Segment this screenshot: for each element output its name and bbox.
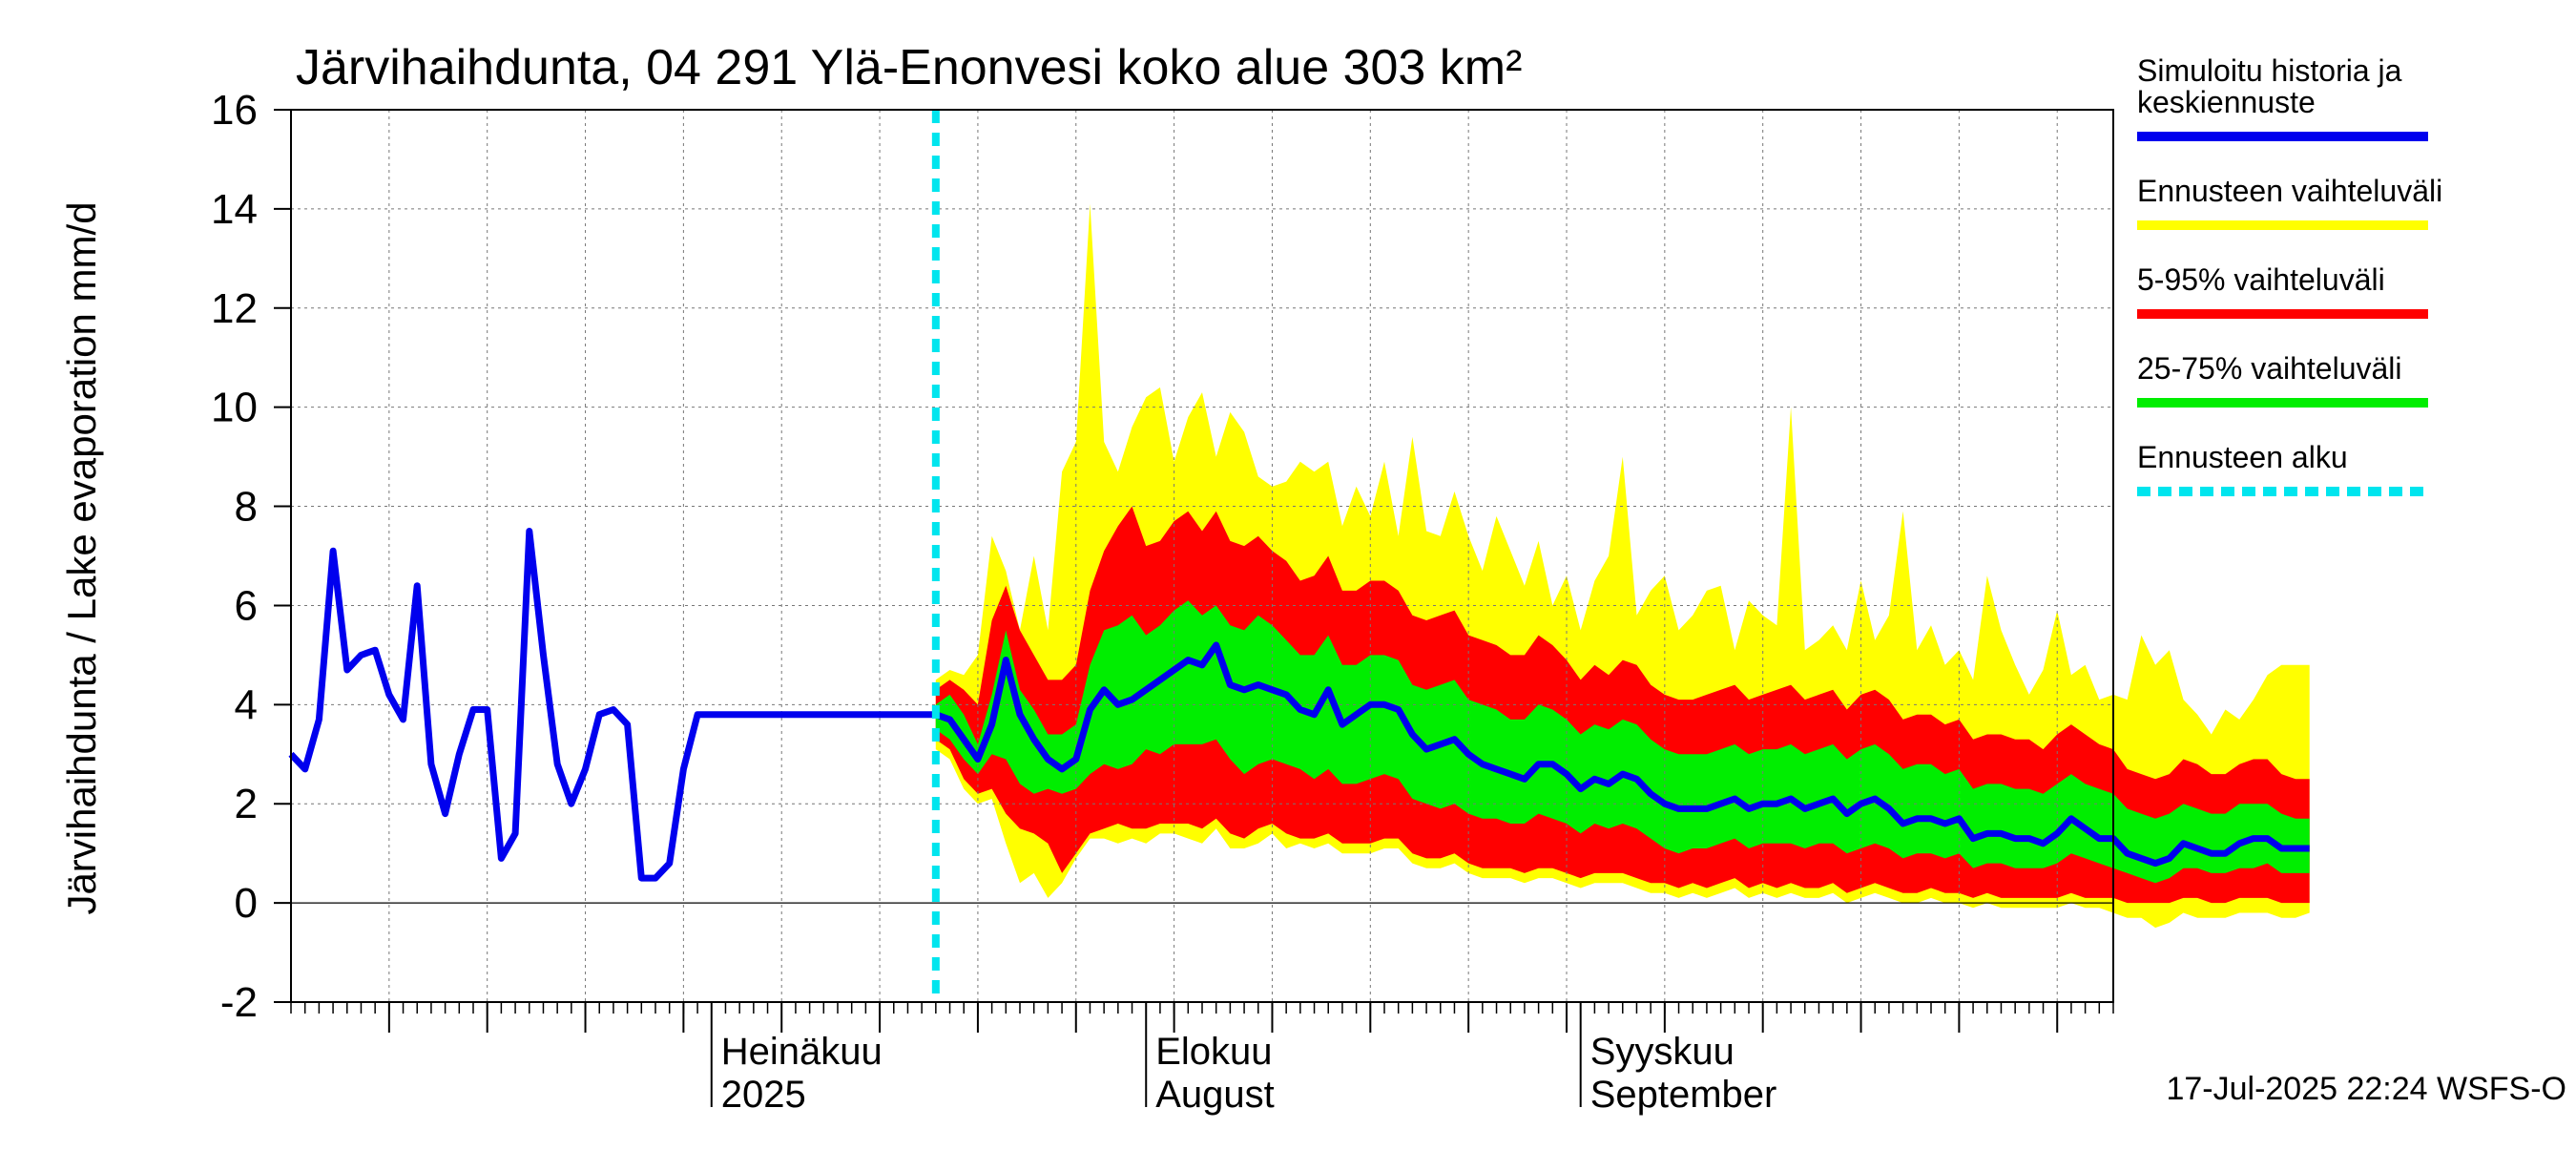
legend-label: Ennusteen alku [2137, 440, 2348, 474]
y-tick-label: 14 [211, 186, 258, 233]
y-tick-label: 8 [235, 484, 258, 531]
month-label-line2: 2025 [721, 1074, 806, 1116]
band-25-75 [935, 600, 2310, 884]
y-tick-label: 12 [211, 285, 258, 332]
legend-label: Simuloitu historia ja [2137, 53, 2402, 88]
month-label-line2: August [1155, 1074, 1275, 1116]
month-label: Syyskuu [1590, 1031, 1735, 1073]
legend-label: 25-75% vaihteluväli [2137, 351, 2402, 386]
y-tick-label: 4 [235, 681, 258, 728]
y-tick-label: 16 [211, 87, 258, 134]
legend-label: Ennusteen vaihteluväli [2137, 174, 2442, 208]
y-axis-label: Järvihaihdunta / Lake evaporation mm/d [59, 201, 104, 914]
month-label: Heinäkuu [721, 1031, 883, 1073]
y-tick-label: -2 [220, 979, 258, 1026]
month-label-line2: September [1590, 1074, 1777, 1116]
y-tick-label: 10 [211, 385, 258, 431]
legend-label-line2: keskiennuste [2137, 85, 2316, 119]
month-label: Elokuu [1155, 1031, 1272, 1073]
series-history-median [288, 528, 2310, 882]
y-tick-label: 6 [235, 582, 258, 629]
footer-timestamp: 17-Jul-2025 22:24 WSFS-O [2166, 1071, 2566, 1107]
y-tick-label: 0 [235, 880, 258, 927]
legend-label: 5-95% vaihteluväli [2137, 262, 2385, 297]
chart-title: Järvihaihdunta, 04 291 Ylä-Enonvesi koko… [296, 40, 1522, 95]
y-tick-label: 2 [235, 781, 258, 827]
